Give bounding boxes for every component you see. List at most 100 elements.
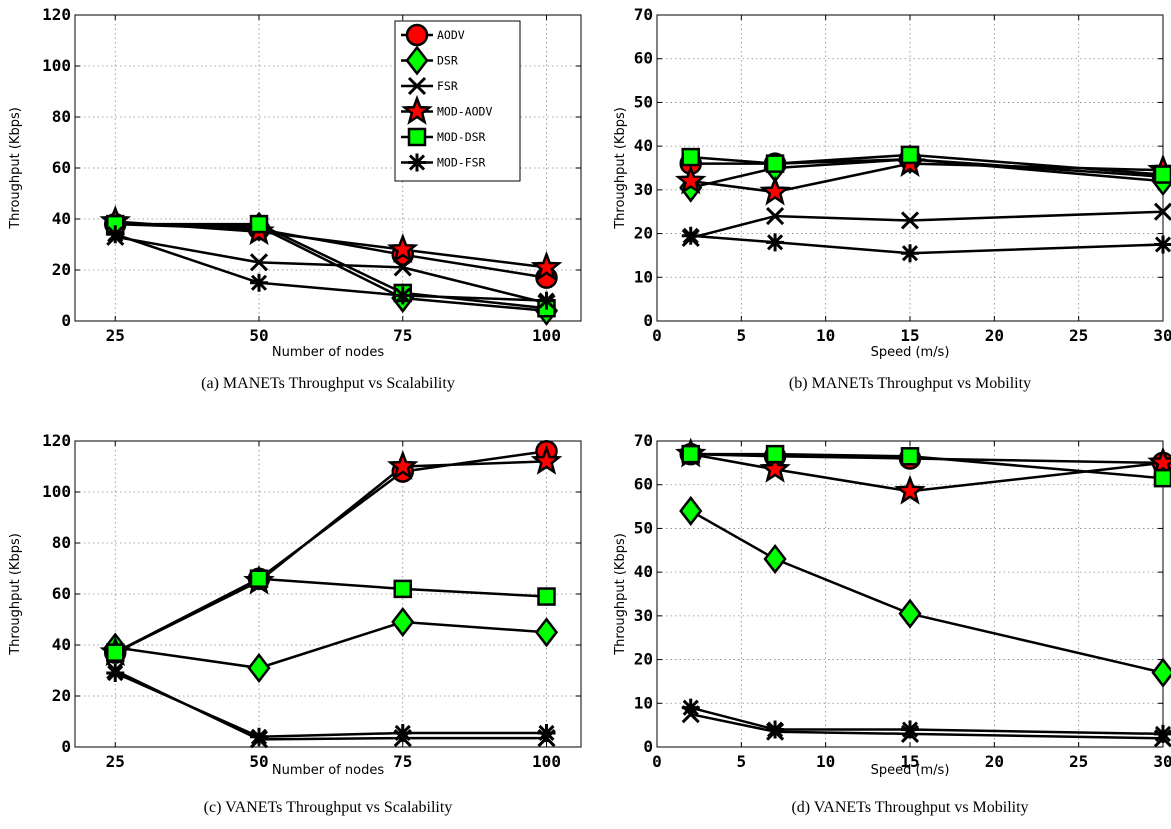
- x-tick-label: 25: [106, 752, 125, 771]
- marker-mod-fsr: [901, 244, 919, 263]
- x-tick-label: 100: [532, 326, 561, 345]
- series-line-fsr: [690, 210, 1164, 240]
- y-tick-label: 60: [52, 158, 71, 177]
- series-line-mod-fsr: [114, 233, 547, 302]
- marker-mod-dsr: [681, 444, 700, 464]
- marker-fsr: [249, 253, 269, 272]
- x-tick-label: 10: [816, 326, 835, 345]
- series-markers-mod-dsr: [681, 145, 1171, 184]
- series-line-mod-fsr: [114, 671, 547, 739]
- series-line-dsr: [690, 158, 1164, 189]
- series-line-mod-fsr: [690, 234, 1164, 255]
- x-tick-label: 25: [106, 326, 125, 345]
- x-tick-label: 5: [737, 752, 747, 771]
- series-markers-mod-fsr: [681, 226, 1171, 263]
- marker-mod-fsr: [393, 286, 412, 305]
- marker-dsr: [405, 45, 429, 76]
- legend-label: MOD-DSR: [437, 130, 486, 144]
- marker-mod-dsr: [249, 214, 269, 234]
- x-tick-label: 75: [393, 326, 412, 345]
- subplot-caption: (a) MANETs Throughput vs Scalability: [201, 375, 455, 392]
- x-axis-label: Number of nodes: [272, 763, 384, 778]
- series-markers-mod-fsr: [106, 225, 556, 310]
- marker-dsr: [1151, 657, 1171, 688]
- y-tick-label: 0: [61, 311, 71, 330]
- subplot-a: 0 20 40 60 80 100 120 25 50 75 100 Number of nodes T…: [8, 5, 582, 392]
- x-tick-label: 25: [1069, 326, 1088, 345]
- series-line-mod-aodv: [690, 452, 1164, 493]
- y-tick-label: 40: [634, 562, 653, 581]
- x-tick-label: 50: [249, 326, 268, 345]
- series-markers-mod-dsr: [106, 569, 556, 662]
- marker-mod-fsr: [681, 698, 700, 717]
- marker-mod-fsr: [681, 226, 700, 245]
- marker-mod-fsr: [106, 225, 125, 244]
- marker-mod-fsr: [1154, 724, 1171, 743]
- x-tick-label: 15: [900, 326, 919, 345]
- y-tick-label: 10: [634, 693, 653, 712]
- x-axis-label: Speed (m/s): [871, 345, 950, 360]
- y-tick-label: 0: [61, 737, 71, 756]
- y-tick-label: 60: [634, 49, 653, 68]
- series-line-mod-aodv: [115, 220, 547, 269]
- marker-fsr: [1153, 202, 1171, 221]
- x-tick-label: 20: [985, 752, 1004, 771]
- marker-mod-aodv: [387, 449, 419, 480]
- series-markers-dsr: [679, 495, 1171, 688]
- y-tick-label: 20: [634, 650, 653, 669]
- x-tick-label: 50: [249, 752, 268, 771]
- y-tick-label: 10: [634, 267, 653, 286]
- y-tick-label: 20: [52, 686, 71, 705]
- y-tick-label: 0: [643, 311, 653, 330]
- series-markers-mod-aodv: [99, 444, 563, 667]
- y-tick-label: 60: [52, 584, 71, 603]
- marker-mod-dsr: [765, 154, 785, 173]
- marker-mod-fsr: [393, 723, 412, 742]
- series-markers-mod-aodv: [675, 437, 1171, 505]
- marker-mod-fsr: [537, 291, 556, 310]
- marker-mod-dsr: [106, 643, 125, 662]
- y-tick-label: 20: [634, 224, 653, 243]
- marker-mod-dsr: [1153, 468, 1171, 488]
- marker-mod-dsr: [537, 587, 556, 606]
- marker-mod-aodv: [387, 233, 419, 263]
- marker-mod-dsr: [393, 579, 412, 599]
- marker-mod-aodv: [675, 164, 707, 195]
- marker-dsr: [898, 598, 922, 629]
- marker-mod-aodv: [530, 444, 563, 475]
- marker-dsr: [763, 543, 787, 575]
- series-markers-mod-dsr: [681, 444, 1171, 488]
- series-line-mod-dsr: [114, 577, 547, 654]
- series-markers-mod-fsr: [681, 698, 1171, 743]
- marker-fsr: [766, 207, 785, 226]
- marker-mod-fsr: [537, 723, 556, 742]
- y-axis-label: Throughput (Kbps): [613, 533, 628, 656]
- marker-fsr: [393, 258, 412, 277]
- series-line-fsr: [115, 235, 547, 305]
- y-tick-label: 40: [52, 209, 71, 228]
- y-tick-label: 120: [42, 431, 71, 450]
- marker-mod-aodv: [530, 250, 563, 281]
- subplot-d: 0 10 20 30 40 50 60 70 0 5 10 15 20 25 30 Speed (m/s) Th…: [613, 431, 1171, 816]
- marker-mod-fsr: [901, 720, 919, 739]
- y-tick-label: 100: [42, 482, 71, 501]
- series-line-aodv: [114, 449, 547, 654]
- marker-mod-dsr: [900, 145, 920, 165]
- legend-label: AODV: [437, 28, 465, 42]
- y-tick-label: 80: [52, 533, 71, 552]
- x-tick-label: 15: [900, 752, 919, 771]
- y-axis-label: Throughput (Kbps): [8, 107, 23, 230]
- marker-dsr: [247, 652, 271, 684]
- series-line-fsr: [114, 669, 547, 741]
- series-line-dsr: [690, 509, 1164, 674]
- marker-mod-dsr: [407, 127, 427, 147]
- legend-label: MOD-FSR: [437, 156, 486, 170]
- series-markers-fsr: [681, 705, 1171, 748]
- marker-mod-aodv: [759, 452, 791, 483]
- y-tick-label: 100: [42, 56, 71, 75]
- x-axis-label: Speed (m/s): [871, 763, 950, 778]
- x-tick-label: 10: [816, 752, 835, 771]
- y-tick-label: 70: [634, 5, 653, 24]
- x-tick-label: 100: [532, 752, 561, 771]
